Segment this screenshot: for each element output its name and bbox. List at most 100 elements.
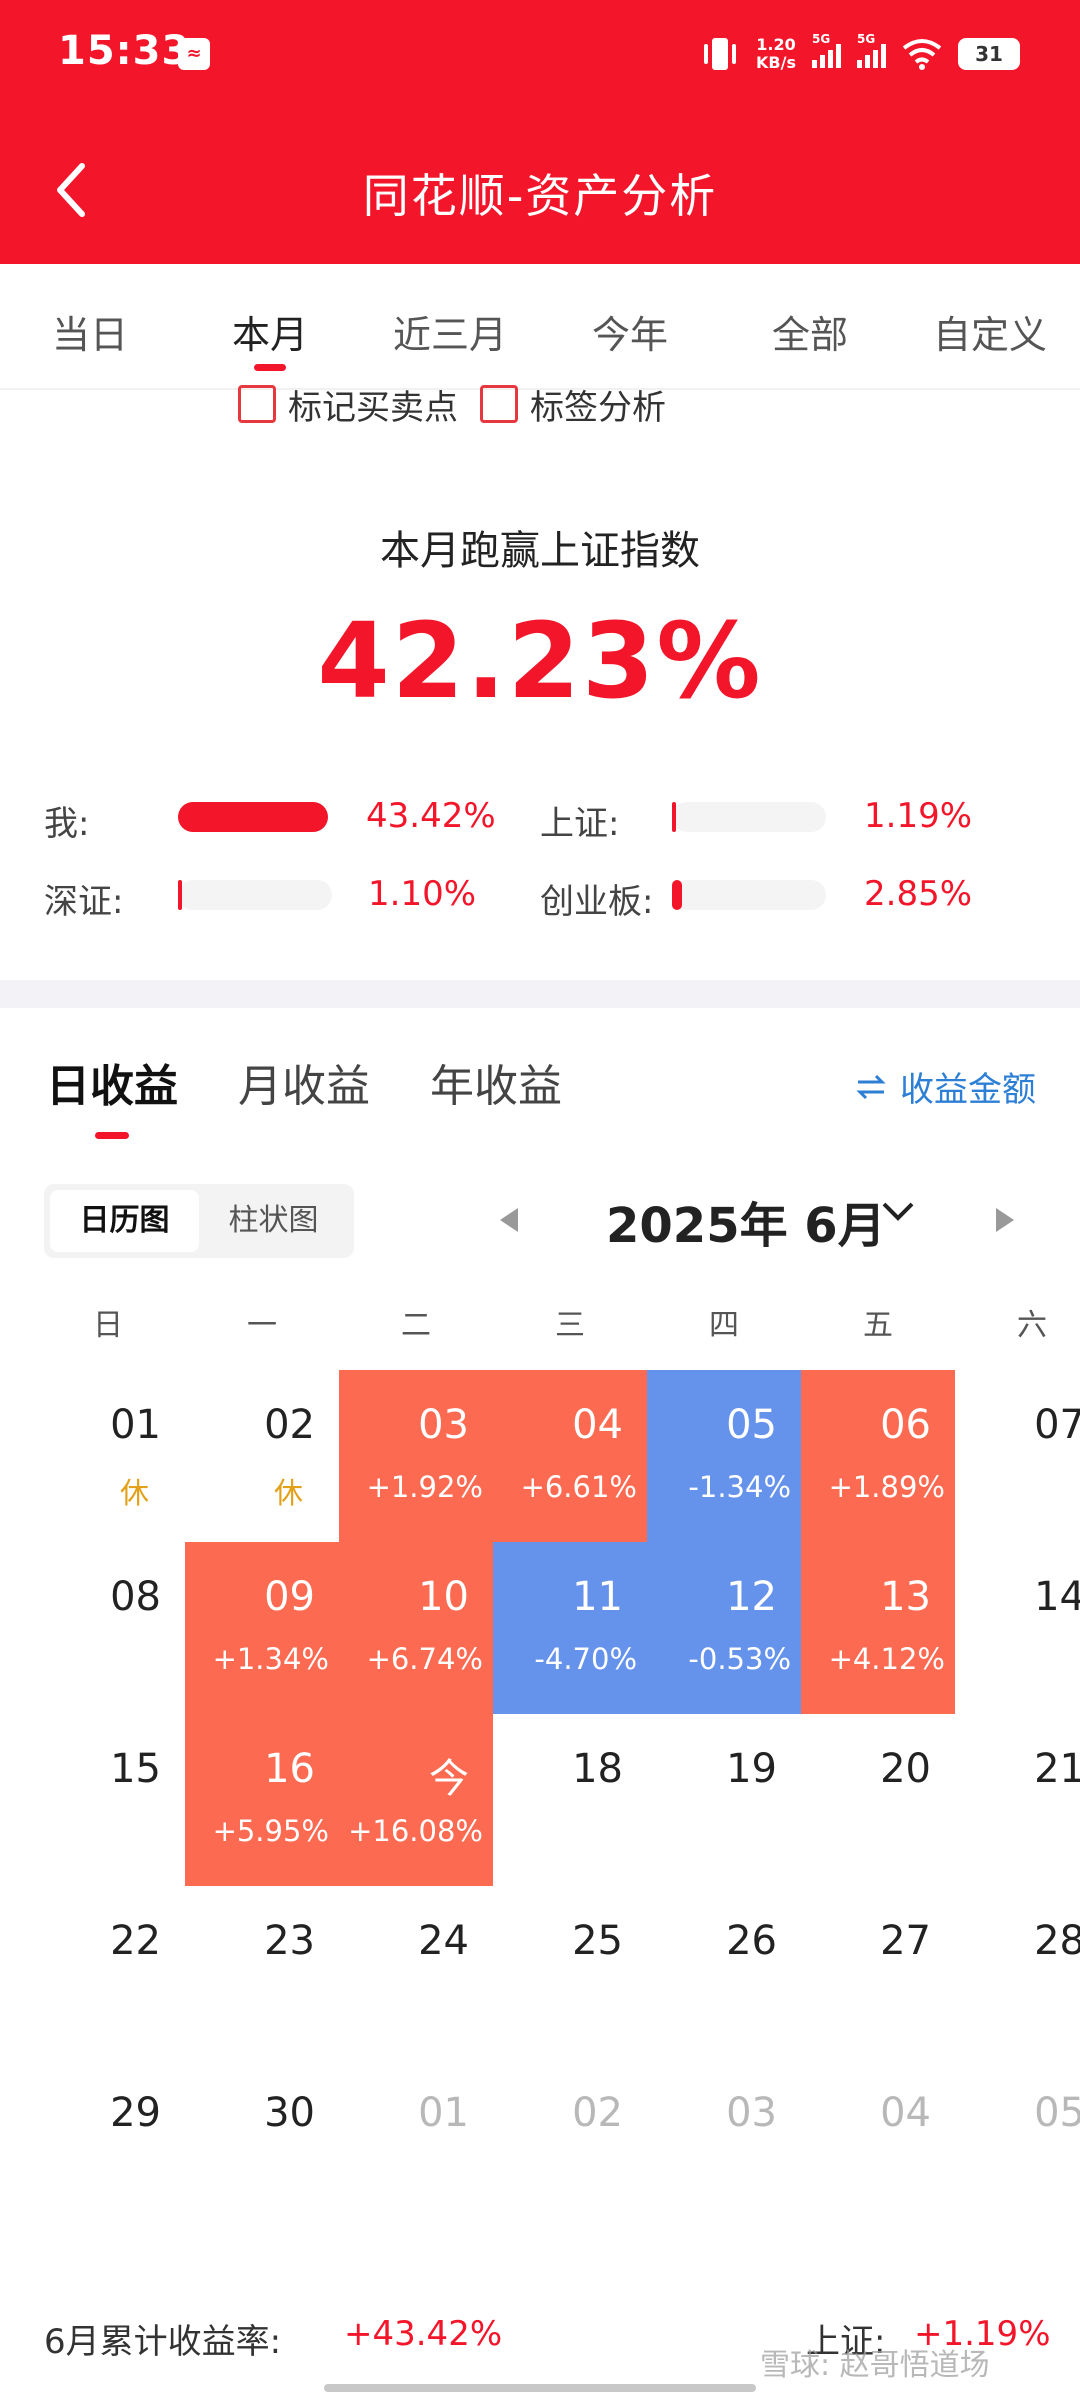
calendar-day-cell[interactable]: 15 [31,1714,185,1886]
next-month-icon[interactable] [996,1208,1014,1232]
calendar-day-cell[interactable]: 30 [185,2058,339,2230]
calendar-day-cell[interactable]: 06 +1.89% [801,1370,955,1542]
calendar-day-cell[interactable]: 04 +6.61% [493,1370,647,1542]
calendar-day-cell[interactable]: 03 [647,2058,801,2230]
daily-return-value: +1.92% [366,1470,483,1504]
calendar-day-number: 10 [418,1574,469,1620]
calendar-day-cell[interactable]: 27 [801,1886,955,2058]
tag-analysis-label: 标签分析 [530,387,666,427]
calendar-day-cell[interactable]: 25 [493,1886,647,2058]
calendar-day-number: 19 [726,1746,777,1792]
calendar-day-number: 25 [572,1918,623,1964]
calendar-day-cell[interactable]: 12 -0.53% [647,1542,801,1714]
index-value: +1.19% [914,2314,1051,2354]
calendar-day-cell[interactable]: 13 +4.12% [801,1542,955,1714]
calendar-day-cell[interactable]: 28 [955,1886,1080,2058]
calendar-day-cell[interactable]: 11 -4.70% [493,1542,647,1714]
comparison-value-sz: 1.10% [368,874,477,914]
network-speed: 1.20 KB/s [756,36,796,72]
weekday-label: 五 [863,1308,893,1343]
tab-custom[interactable]: 自定义 [932,313,1047,357]
calendar-day-cell[interactable]: 08 [31,1542,185,1714]
mark-trades-label: 标记买卖点 [288,387,458,427]
calendar-day-cell[interactable]: 20 [801,1714,955,1886]
calendar-day-cell[interactable]: 03 +1.92% [339,1370,493,1542]
amount-toggle-button[interactable]: 收益金额 [854,1062,1036,1111]
calendar-day-cell[interactable]: 05 [955,2058,1080,2230]
comparison-bar-sz [178,880,332,910]
tab-this-year[interactable]: 今年 [591,313,668,357]
calendar-day-cell[interactable]: 01 [339,2058,493,2230]
page-title: 同花顺-资产分析 [362,169,718,223]
view-toggle: 日历图 柱状图 [44,1184,354,1258]
calendar-day-number: 06 [880,1402,931,1448]
tab-daily-return[interactable]: 日收益 [46,1050,178,1139]
tab-monthly-return[interactable]: 月收益 [238,1061,370,1112]
calendar-day-number: 20 [880,1746,931,1792]
checkbox[interactable] [480,385,518,423]
calendar-day-cell[interactable]: 29 [31,2058,185,2230]
comparison-label-sz: 深证: [44,882,124,922]
calendar-day-cell[interactable]: 07 [955,1370,1080,1542]
weekday-label: 日 [93,1308,123,1343]
calendar-day-cell[interactable]: 01 休 [31,1370,185,1542]
daily-return-value: +6.74% [366,1642,483,1676]
calendar-day-cell[interactable]: 14 [955,1542,1080,1714]
calendar-day-number: 05 [726,1402,777,1448]
calendar-day-cell[interactable]: 10 +6.74% [339,1542,493,1714]
period-tabs: 当日 本月 近三月 今年 全部 自定义 [0,264,1080,390]
comparison-fill [672,802,676,832]
tab-three-months[interactable]: 近三月 [392,313,507,357]
checkbox[interactable] [238,385,276,423]
daily-return-value: +6.61% [520,1470,637,1504]
calendar-view-button[interactable]: 日历图 [50,1190,199,1252]
calendar-day-cell[interactable]: 23 [185,1886,339,2058]
calendar-day-number: 02 [572,2090,623,2136]
calendar-day-cell[interactable]: 02 [493,2058,647,2230]
home-indicator[interactable] [324,2384,756,2392]
tag-analysis-option[interactable]: 标签分析 [480,382,666,426]
signal-icon: 5G [857,32,886,68]
weekday-label: 六 [1017,1308,1047,1343]
swap-icon [856,1074,886,1099]
signal-icon: 5G [812,32,841,68]
calendar-day-cell[interactable]: 18 [493,1714,647,1886]
calendar-day-number: 11 [572,1574,623,1620]
chevron-left-icon[interactable] [50,160,94,220]
mark-trades-option[interactable]: 标记买卖点 [238,382,458,426]
tab-this-month[interactable]: 本月 [180,264,360,388]
calendar-day-cell[interactable]: 04 [801,2058,955,2230]
tab-today[interactable]: 当日 [51,313,128,357]
chevron-down-icon[interactable] [880,1200,916,1224]
prev-month-icon[interactable] [500,1208,518,1232]
app-header: 15:33 ≈ 1.20 KB/s 5G 5G 31 同花顺-资产分析 [0,0,1080,264]
calendar-day-cell[interactable]: 22 [31,1886,185,2058]
calendar-day-cell[interactable]: 26 [647,1886,801,2058]
calendar-day-cell[interactable]: 09 +1.34% [185,1542,339,1714]
tab-all[interactable]: 全部 [771,313,848,357]
calendar-day-cell[interactable]: 19 [647,1714,801,1886]
calendar-day-number: 26 [726,1918,777,1964]
status-bar: 15:33 ≈ 1.20 KB/s 5G 5G 31 [0,0,1080,110]
speed-unit: KB/s [756,53,796,72]
calendar-day-cell[interactable]: 05 -1.34% [647,1370,801,1542]
weekday-label: 三 [555,1308,585,1343]
calendar-day-cell[interactable]: 16 +5.95% [185,1714,339,1886]
calendar-day-cell[interactable]: 02 休 [185,1370,339,1542]
bar-view-button[interactable]: 柱状图 [228,1203,319,1238]
tab-yearly-return[interactable]: 年收益 [430,1061,562,1112]
calendar-day-number: 04 [880,2090,931,2136]
comparison-value-me: 43.42% [366,796,496,836]
calendar-day-cell[interactable]: 24 [339,1886,493,2058]
calendar-day-number: 09 [264,1574,315,1620]
footer-summary: 6月累计收益率: +43.42% 上证: +1.19% [0,2300,1080,2380]
calendar-day-number: 29 [110,2090,161,2136]
calendar-day-number: 23 [264,1918,315,1964]
comparison-bar-me [178,802,328,832]
calendar-day-cell[interactable]: 21 [955,1714,1080,1886]
calendar-day-cell[interactable]: 今 +16.08% [339,1714,493,1886]
watermark: 雪球: 赵哥悟道场 [760,2348,990,2383]
month-selector[interactable]: 2025年 6月 [606,1198,886,1254]
comparison-label-me: 我: [44,804,90,844]
signal-type: 5G [812,32,831,46]
